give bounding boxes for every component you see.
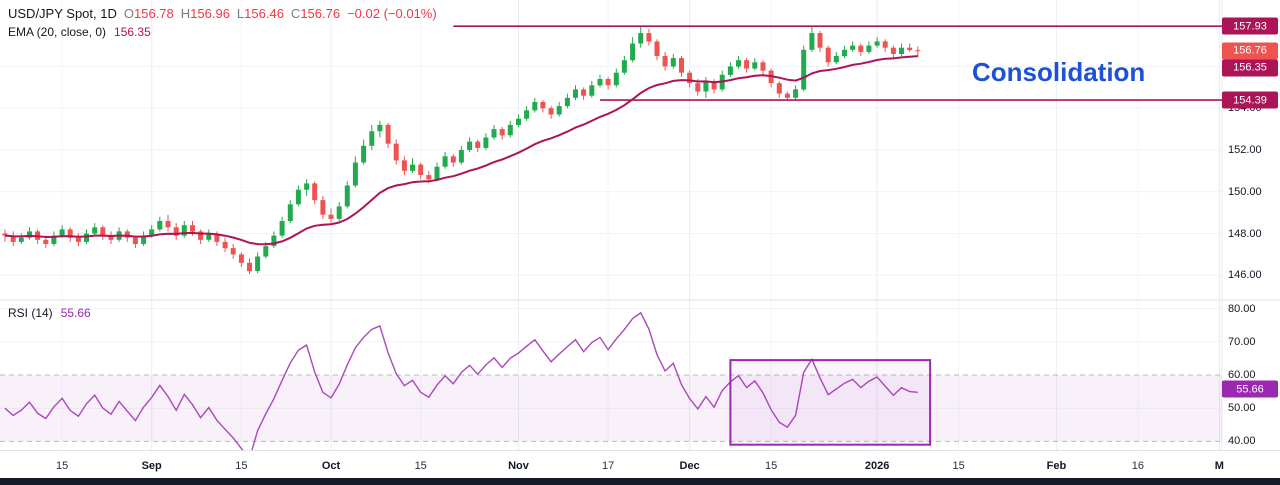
time-tick-label: Oct: [321, 460, 341, 472]
time-tick-label: Nov: [508, 460, 529, 472]
low-label: L: [236, 6, 245, 21]
price-tick-label: 148.00: [1228, 227, 1262, 240]
rsi-legend[interactable]: RSI (14) 55.66: [8, 306, 91, 320]
price-tick-label: 150.00: [1228, 185, 1262, 198]
time-tick-label: Dec: [679, 460, 700, 472]
rsi-consolidation-box[interactable]: [729, 359, 932, 446]
ema-label: EMA (20, close, 0): [8, 25, 107, 39]
price-axis[interactable]: 154.00152.00150.00148.00146.00157.93156.…: [1222, 0, 1280, 450]
close-value: 156.76: [300, 6, 341, 21]
open-value: 156.78: [134, 6, 174, 21]
rsi-line: [4, 311, 918, 460]
high-value: 156.96: [190, 6, 230, 21]
time-tick-label: Feb: [1046, 460, 1067, 472]
price-badge: 154.39: [1222, 91, 1278, 109]
price-tick-label: 146.00: [1228, 269, 1262, 282]
time-tick-label: Sep: [141, 460, 162, 472]
symbol-legend[interactable]: USD/JPY Spot, 1D O156.78 H156.96 L156.46 C15…: [8, 6, 437, 21]
price-badge: 156.35: [1222, 59, 1278, 77]
ema-value: 156.35: [114, 25, 151, 39]
change-value: −0.02 (−0.01%): [347, 6, 437, 21]
rsi-tick-label: 80.00: [1228, 302, 1256, 315]
rsi-band: [0, 375, 1222, 442]
price-badge: 157.93: [1222, 17, 1278, 35]
rsi-label: RSI (14): [8, 306, 53, 320]
price-badge: 156.76: [1222, 42, 1278, 60]
time-tick-label: 15: [952, 460, 965, 472]
close-label: C: [290, 6, 301, 21]
rsi-tick-label: 50.00: [1228, 402, 1256, 415]
rsi-tick-label: 60.00: [1228, 369, 1256, 381]
time-tick-label: 15: [764, 460, 778, 472]
time-axis[interactable]: 15 Sep 15 Oct 15 Nov 17 Dec 15 2026 15 Feb 16 M: [0, 450, 1280, 478]
price-tick-label: 152.00: [1228, 144, 1262, 156]
symbol-title[interactable]: USD/JPY Spot, 1D: [8, 6, 117, 21]
ema-line[interactable]: [4, 55, 918, 246]
rsi-value: 55.66: [60, 306, 91, 320]
time-tick-label: 15: [235, 460, 248, 472]
time-tick-label: 17: [601, 460, 615, 472]
time-tick-label: 15: [55, 460, 69, 472]
time-tick-label: 16: [1131, 460, 1145, 472]
candles: [2, 26, 921, 275]
consolidation-annotation[interactable]: Consolidation: [972, 57, 1146, 87]
time-tick-label: 2026: [864, 460, 890, 472]
rsi-tick-label: 40.00: [1228, 435, 1256, 448]
bottom-bar: [0, 478, 1280, 485]
time-tick-label: 15: [414, 460, 427, 472]
rsi-badge: 55.66: [1222, 380, 1278, 398]
high-label: H: [180, 6, 191, 21]
open-label: O: [123, 6, 134, 21]
ema-legend[interactable]: EMA (20, close, 0) 156.35: [8, 25, 151, 39]
rsi-tick-label: 70.00: [1228, 335, 1256, 348]
time-tick-label: M: [1214, 460, 1224, 472]
low-value: 156.46: [244, 6, 284, 21]
